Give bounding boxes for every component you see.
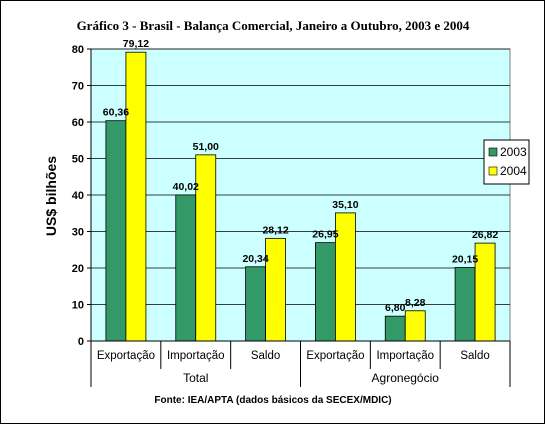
bars xyxy=(105,51,496,342)
bar-2003-2 xyxy=(245,266,266,342)
data-label-2003-5: 20,15 xyxy=(452,253,478,265)
data-label-2003-4: 6,80 xyxy=(385,302,406,314)
y-tick-label: 20 xyxy=(72,263,84,275)
x-category-label: Importação xyxy=(167,350,225,362)
gridlines xyxy=(91,48,510,305)
data-label-2004-1: 51,00 xyxy=(193,141,219,153)
legend: 2003 2004 xyxy=(483,139,530,185)
data-label-2003-1: 40,02 xyxy=(173,181,199,193)
data-label-2004-5: 26,82 xyxy=(472,229,498,241)
y-tick-label: 0 xyxy=(78,336,84,348)
legend-label-2003: 2003 xyxy=(500,145,527,159)
bar-2003-0 xyxy=(105,120,127,342)
data-label-2004-3: 35,10 xyxy=(332,199,358,211)
data-label-2004-2: 28,12 xyxy=(262,224,288,236)
data-labels: 60,36 40,02 20,34 26,95 6,80 20,15 79,12 51,00 2… xyxy=(103,38,499,314)
y-tick-label: 60 xyxy=(72,117,84,129)
data-label-2004-0: 79,12 xyxy=(123,38,149,50)
x-category-label: Exportação xyxy=(97,350,155,362)
bar-2004-4 xyxy=(404,310,426,342)
bar-2003-5 xyxy=(454,267,476,342)
legend-box xyxy=(483,139,530,185)
y-tick-label: 50 xyxy=(72,154,84,166)
x-category-label: Exportação xyxy=(306,350,364,362)
y-tick-label: 70 xyxy=(72,81,84,93)
bar-2004-0 xyxy=(125,51,147,342)
bar-2003-4 xyxy=(384,315,406,342)
chart-title: Gráfico 3 - Brasil - Balança Comercial, … xyxy=(77,18,470,33)
x-category-label: Saldo xyxy=(251,350,280,362)
bar-2003-1 xyxy=(175,194,197,342)
data-label-2003-2: 20,34 xyxy=(242,253,268,265)
data-label-2004-4: 8,28 xyxy=(405,297,426,309)
source-note: Fonte: IEA/APTA (dados básicos da SECEX/… xyxy=(154,395,391,406)
legend-swatch-2004 xyxy=(488,166,498,176)
x-group-label: Agronegócio xyxy=(372,371,440,385)
axes: 0 10 20 30 40 50 60 70 80 Exportação Importação Sal… xyxy=(72,44,511,387)
data-label-2003-0: 60,36 xyxy=(103,107,129,119)
y-axis-title: US$ bilhões xyxy=(43,156,59,236)
x-category-label: Importação xyxy=(376,350,434,362)
y-tick-label: 10 xyxy=(72,300,84,312)
y-tick-label: 30 xyxy=(72,227,84,239)
y-tick-label: 80 xyxy=(72,44,84,56)
legend-swatch-2003 xyxy=(488,147,498,157)
x-group-label: Total xyxy=(183,371,208,385)
x-category-label: Saldo xyxy=(460,350,489,362)
bar-2003-3 xyxy=(315,242,336,342)
data-label-2003-3: 26,95 xyxy=(312,229,338,241)
y-tick-label: 40 xyxy=(72,190,84,202)
legend-label-2004: 2004 xyxy=(500,164,527,178)
